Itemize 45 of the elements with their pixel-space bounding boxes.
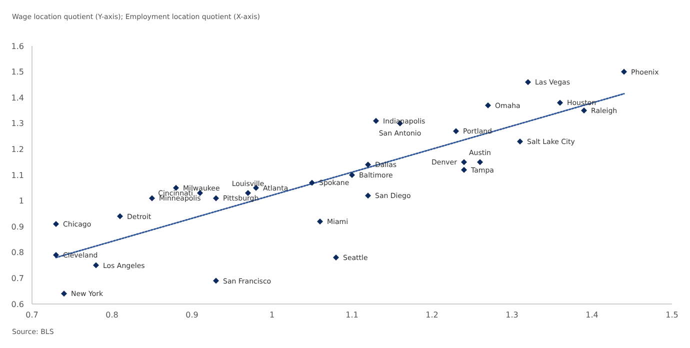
y-tick-label: 0.7 (11, 274, 24, 284)
y-tick-label: 1.3 (11, 119, 24, 128)
x-tick-label: 0.9 (186, 310, 198, 320)
point (461, 166, 467, 173)
point (461, 159, 467, 166)
point (149, 195, 155, 202)
point (485, 102, 491, 108)
point (525, 79, 531, 86)
point (93, 262, 99, 268)
y-tick-label: 1.4 (11, 93, 24, 102)
point (317, 218, 323, 224)
y-tick-label: 0.9 (11, 222, 24, 232)
point (477, 159, 483, 166)
y-tick-label: 1.2 (11, 145, 24, 154)
y-tick-label: 0.6 (11, 300, 24, 309)
y-tick-label: 1.6 (11, 42, 24, 51)
y-tick-label: 0.8 (11, 248, 24, 258)
point (517, 138, 523, 144)
point (621, 68, 627, 75)
y-tick-label: 1 (18, 196, 24, 206)
point (213, 195, 219, 202)
x-tick-label: 1 (269, 310, 275, 320)
x-tick-label: 1.2 (426, 310, 438, 320)
point (557, 100, 563, 106)
point (213, 278, 219, 284)
x-tick-label: 1.5 (666, 310, 678, 320)
x-tick-label: 0.8 (106, 310, 118, 320)
x-tick-label: 0.7 (26, 310, 38, 320)
point (581, 108, 587, 114)
point (365, 162, 371, 168)
point (117, 213, 123, 220)
x-tick-label: 1.4 (586, 310, 598, 320)
point (61, 290, 67, 297)
point (453, 128, 459, 134)
point (333, 254, 339, 261)
point (53, 221, 59, 228)
x-tick-label: 1.3 (506, 310, 518, 320)
y-tick-label: 1.1 (11, 170, 24, 180)
point (365, 192, 371, 199)
point (309, 180, 315, 186)
point (349, 172, 355, 178)
y-tick-label: 1.5 (11, 68, 24, 77)
x-tick-label: 1.1 (346, 310, 358, 320)
point (373, 118, 379, 124)
point (53, 252, 59, 258)
